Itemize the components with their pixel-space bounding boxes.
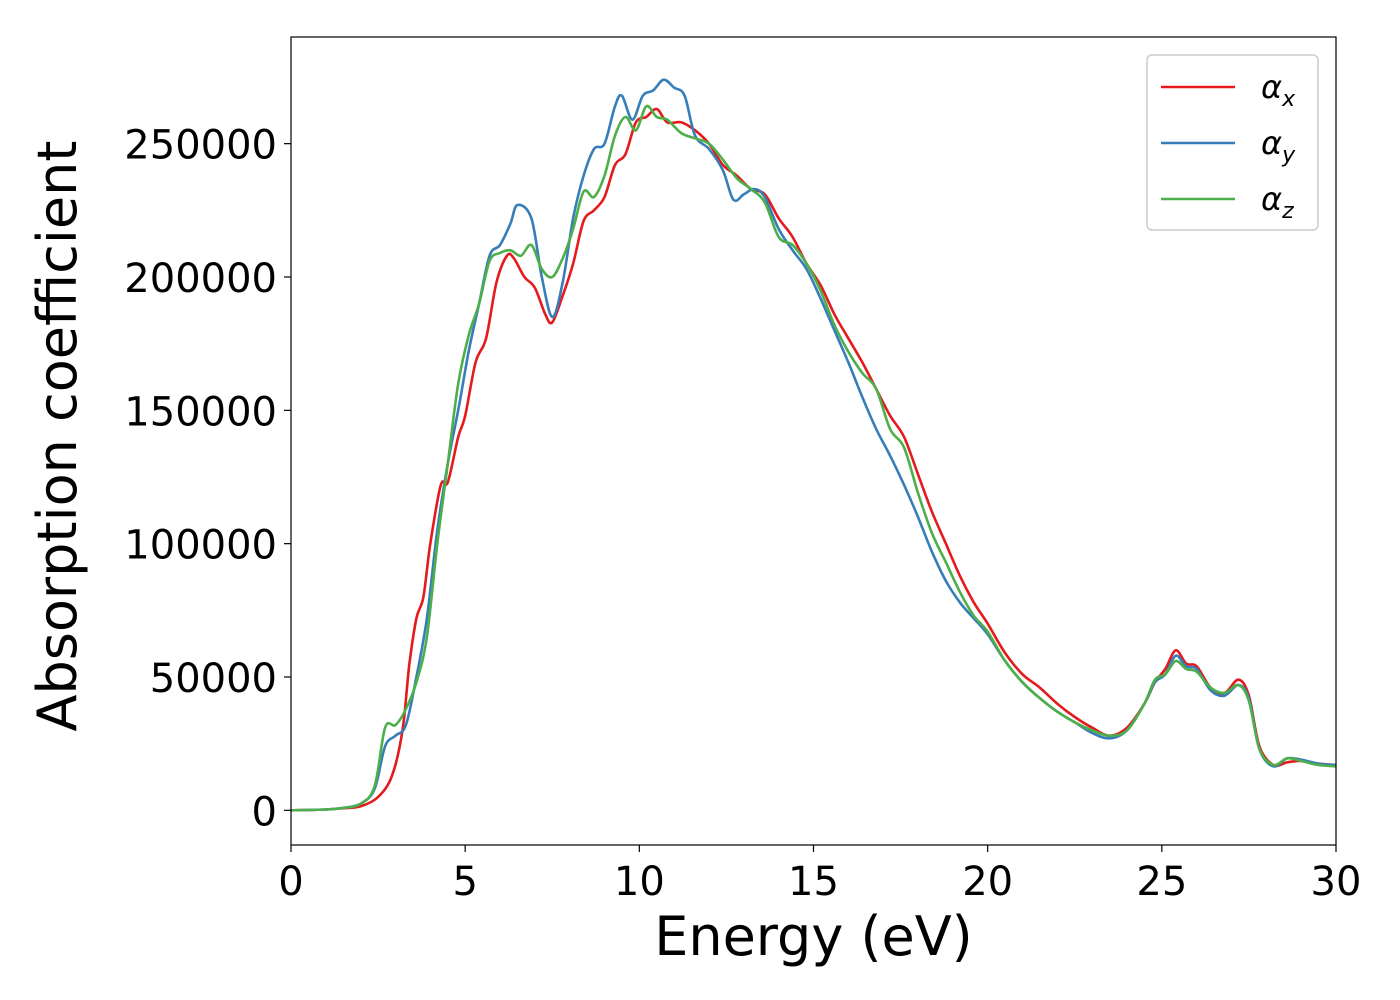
legend-entry-symbol: α [1261, 124, 1282, 162]
legend-entry-symbol: α [1261, 68, 1282, 106]
legend-entry-subscript: x [1281, 87, 1296, 112]
legend-entry-alpha-y: αy [1261, 124, 1296, 168]
y-axis-ticks: 0 50000 100000 150000 200000 250000 [124, 123, 291, 835]
x-tick-label: 20 [962, 859, 1013, 905]
series-group [291, 78, 1336, 812]
legend-entry-symbol: α [1261, 180, 1282, 218]
y-axis-label: Absorption coefficient [26, 141, 89, 732]
x-tick-label: 25 [1136, 859, 1187, 905]
x-tick-label: 0 [278, 859, 303, 905]
x-tick-label: 10 [614, 859, 665, 905]
x-tick-label: 5 [452, 859, 477, 905]
legend-entry-subscript: z [1281, 199, 1294, 224]
x-tick-label: 15 [788, 859, 839, 905]
y-tick-label: 100000 [124, 523, 277, 569]
y-tick-label: 200000 [124, 256, 277, 302]
legend-entry-alpha-x: αx [1261, 68, 1296, 112]
legend-entry-subscript: y [1281, 143, 1296, 168]
series-line-alpha-y [291, 78, 1336, 812]
y-tick-label: 0 [252, 789, 277, 835]
y-tick-label: 150000 [124, 389, 277, 435]
series-line-alpha-z [291, 104, 1336, 812]
y-tick-label: 250000 [124, 123, 277, 169]
x-axis-label: Energy (eV) [654, 905, 973, 968]
y-tick-label: 50000 [150, 656, 277, 702]
x-axis-ticks: 0 5 10 15 20 25 30 [278, 845, 1361, 905]
legend-entry-alpha-z: αz [1261, 180, 1294, 224]
x-tick-label: 30 [1311, 859, 1362, 905]
